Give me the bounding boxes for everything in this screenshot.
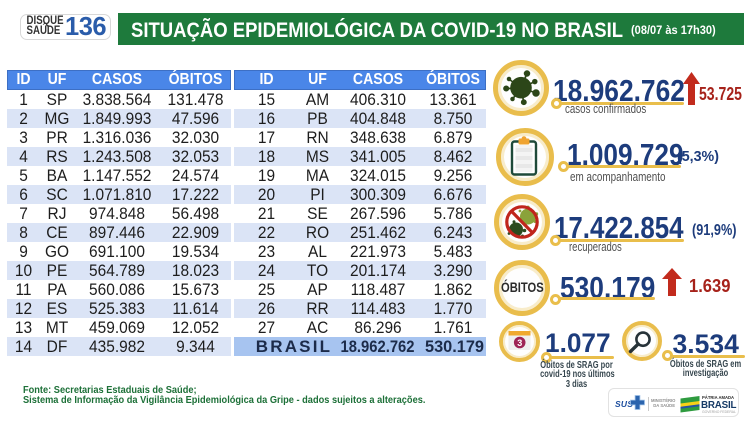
svg-text:3: 3 — [517, 338, 522, 348]
